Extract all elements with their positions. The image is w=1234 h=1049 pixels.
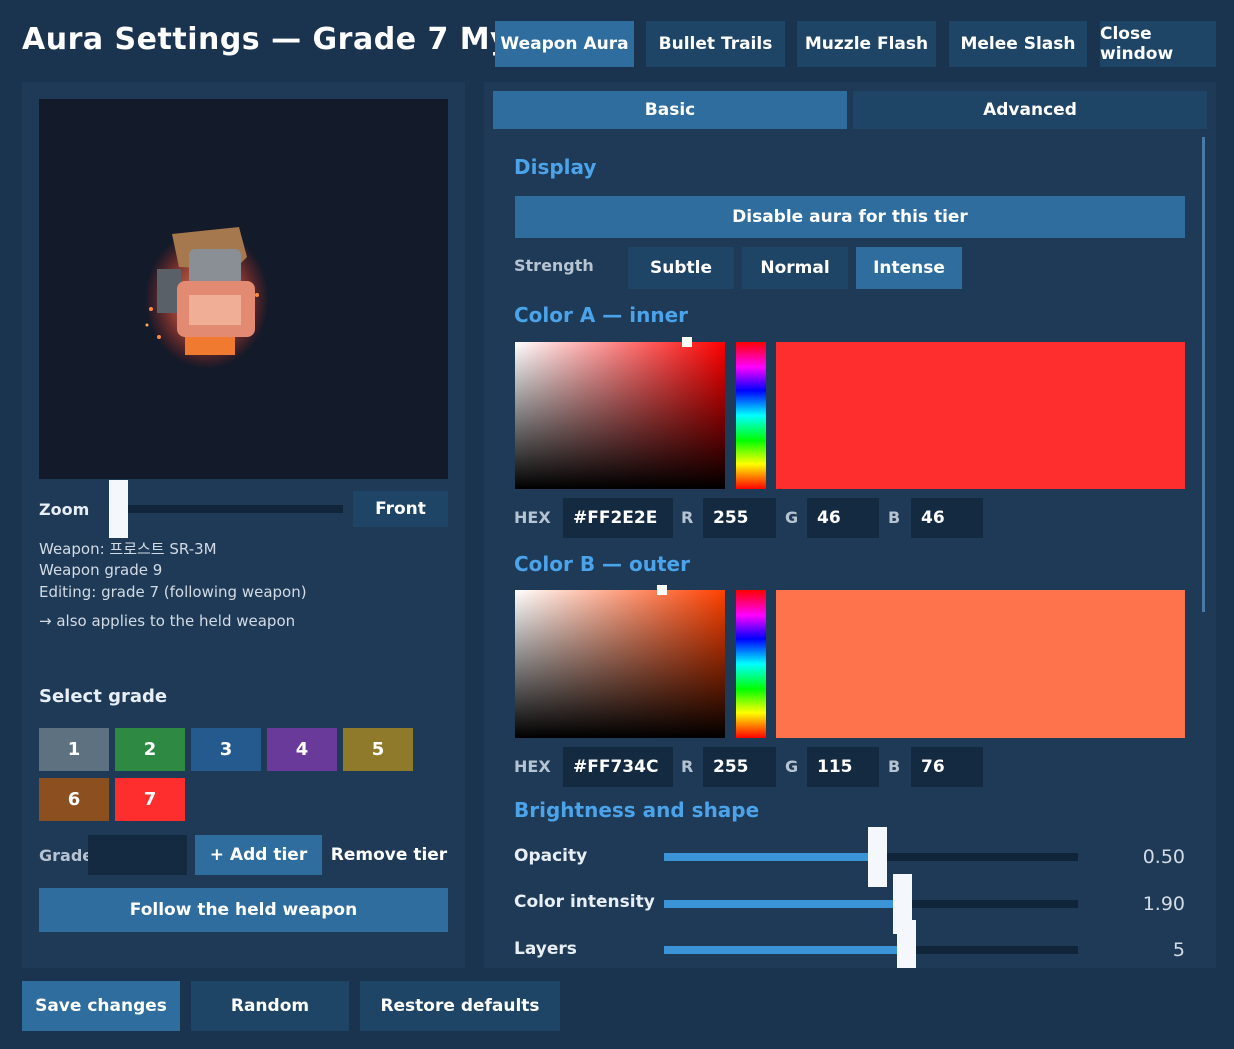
color-b-b-input[interactable]: 76 — [911, 747, 983, 787]
layers-slider-fill — [664, 946, 900, 954]
save-changes-button[interactable]: Save changes — [22, 981, 180, 1031]
layers-slider[interactable] — [664, 920, 1078, 968]
color-a-picker-handle[interactable] — [682, 337, 692, 347]
color-a-swatch — [776, 342, 1185, 489]
color-b-picker-handle[interactable] — [657, 585, 667, 595]
tab-muzzle-flash[interactable]: Muzzle Flash — [797, 21, 936, 67]
select-grade-label: Select grade — [39, 686, 168, 707]
opacity-slider-fill — [664, 853, 871, 861]
layers-value: 5 — [1172, 939, 1185, 961]
applies-note: → also applies to the held weapon — [39, 612, 296, 630]
grade-input[interactable] — [88, 835, 187, 875]
strength-intense-button[interactable]: Intense — [856, 247, 962, 289]
color-b-saturation-picker[interactable] — [515, 585, 725, 738]
weapon-name-line: Weapon: 프로스트 SR-3M — [39, 540, 217, 558]
grade-button-7[interactable]: 7 — [115, 778, 185, 821]
grade-button-5[interactable]: 5 — [343, 728, 413, 771]
tab-advanced[interactable]: Advanced — [853, 91, 1207, 129]
color-a-r-input[interactable]: 255 — [703, 498, 776, 538]
color-b-heading: Color B — outer — [514, 552, 690, 576]
color-intensity-label: Color intensity — [514, 892, 655, 912]
strength-normal-button[interactable]: Normal — [742, 247, 848, 289]
color-b-g-label: G — [785, 757, 799, 776]
brightness-heading: Brightness and shape — [514, 798, 760, 822]
opacity-slider[interactable] — [664, 827, 1078, 887]
color-intensity-slider[interactable] — [664, 874, 1078, 934]
color-b-swatch — [776, 590, 1185, 738]
random-button[interactable]: Random — [191, 981, 349, 1031]
weapon-grade-line: Weapon grade 9 — [39, 561, 163, 579]
color-a-hue-slider[interactable] — [736, 342, 766, 489]
grade-button-2[interactable]: 2 — [115, 728, 185, 771]
remove-tier-button[interactable]: Remove tier — [330, 845, 448, 865]
layers-label: Layers — [514, 939, 577, 959]
display-heading: Display — [514, 155, 597, 179]
grade-button-4[interactable]: 4 — [267, 728, 337, 771]
color-b-r-label: R — [681, 757, 694, 776]
zoom-label: Zoom — [39, 500, 90, 519]
color-b-hue-slider[interactable] — [736, 590, 766, 738]
color-a-saturation-picker[interactable] — [515, 337, 725, 489]
grade-button-1[interactable]: 1 — [39, 728, 109, 771]
follow-held-weapon-button[interactable]: Follow the held weapon — [39, 888, 448, 932]
tab-bullet-trails[interactable]: Bullet Trails — [646, 21, 785, 67]
color-a-g-label: G — [785, 508, 799, 527]
weapon-model-image — [145, 227, 269, 369]
editing-grade-line: Editing: grade 7 (following weapon) — [39, 583, 307, 601]
tab-weapon-aura[interactable]: Weapon Aura — [495, 21, 634, 67]
zoom-slider[interactable] — [109, 480, 343, 538]
restore-defaults-button[interactable]: Restore defaults — [360, 981, 560, 1031]
color-b-b-label: B — [888, 757, 901, 776]
tab-basic[interactable]: Basic — [493, 91, 847, 129]
grade-button-6[interactable]: 6 — [39, 778, 109, 821]
color-b-g-input[interactable]: 115 — [807, 747, 879, 787]
color-a-b-label: B — [888, 508, 901, 527]
tab-melee-slash[interactable]: Melee Slash — [949, 21, 1087, 67]
strength-subtle-button[interactable]: Subtle — [628, 247, 734, 289]
color-a-b-input[interactable]: 46 — [911, 498, 983, 538]
layers-slider-thumb[interactable] — [896, 920, 916, 968]
add-tier-button[interactable]: + Add tier — [195, 835, 322, 875]
grade-button-3[interactable]: 3 — [191, 728, 261, 771]
close-window-button[interactable]: Close window — [1100, 21, 1216, 67]
color-b-hex-input[interactable]: #FF734C — [563, 747, 673, 787]
opacity-label: Opacity — [514, 846, 588, 866]
color-intensity-value: 1.90 — [1142, 893, 1185, 915]
color-a-hex-input[interactable]: #FF2E2E — [563, 498, 673, 538]
strength-label: Strength — [514, 256, 594, 275]
color-a-r-label: R — [681, 508, 694, 527]
opacity-value: 0.50 — [1142, 846, 1185, 868]
grade-field-label: Grade — [39, 846, 94, 865]
scrollbar[interactable] — [1202, 137, 1205, 612]
window-title: Aura Settings — Grade 7 Mythic — [22, 22, 576, 57]
front-view-button[interactable]: Front — [353, 491, 448, 527]
disable-aura-button[interactable]: Disable aura for this tier — [515, 196, 1185, 238]
color-a-heading: Color A — inner — [514, 303, 689, 327]
opacity-slider-thumb[interactable] — [868, 827, 887, 887]
weapon-preview[interactable] — [39, 99, 448, 479]
color-b-r-input[interactable]: 255 — [703, 747, 776, 787]
color-a-g-input[interactable]: 46 — [807, 498, 879, 538]
color-intensity-slider-thumb[interactable] — [892, 874, 912, 934]
color-a-hex-label: HEX — [514, 508, 551, 527]
color-b-hex-label: HEX — [514, 757, 551, 776]
color-intensity-slider-fill — [664, 900, 896, 908]
zoom-slider-thumb[interactable] — [109, 480, 129, 538]
